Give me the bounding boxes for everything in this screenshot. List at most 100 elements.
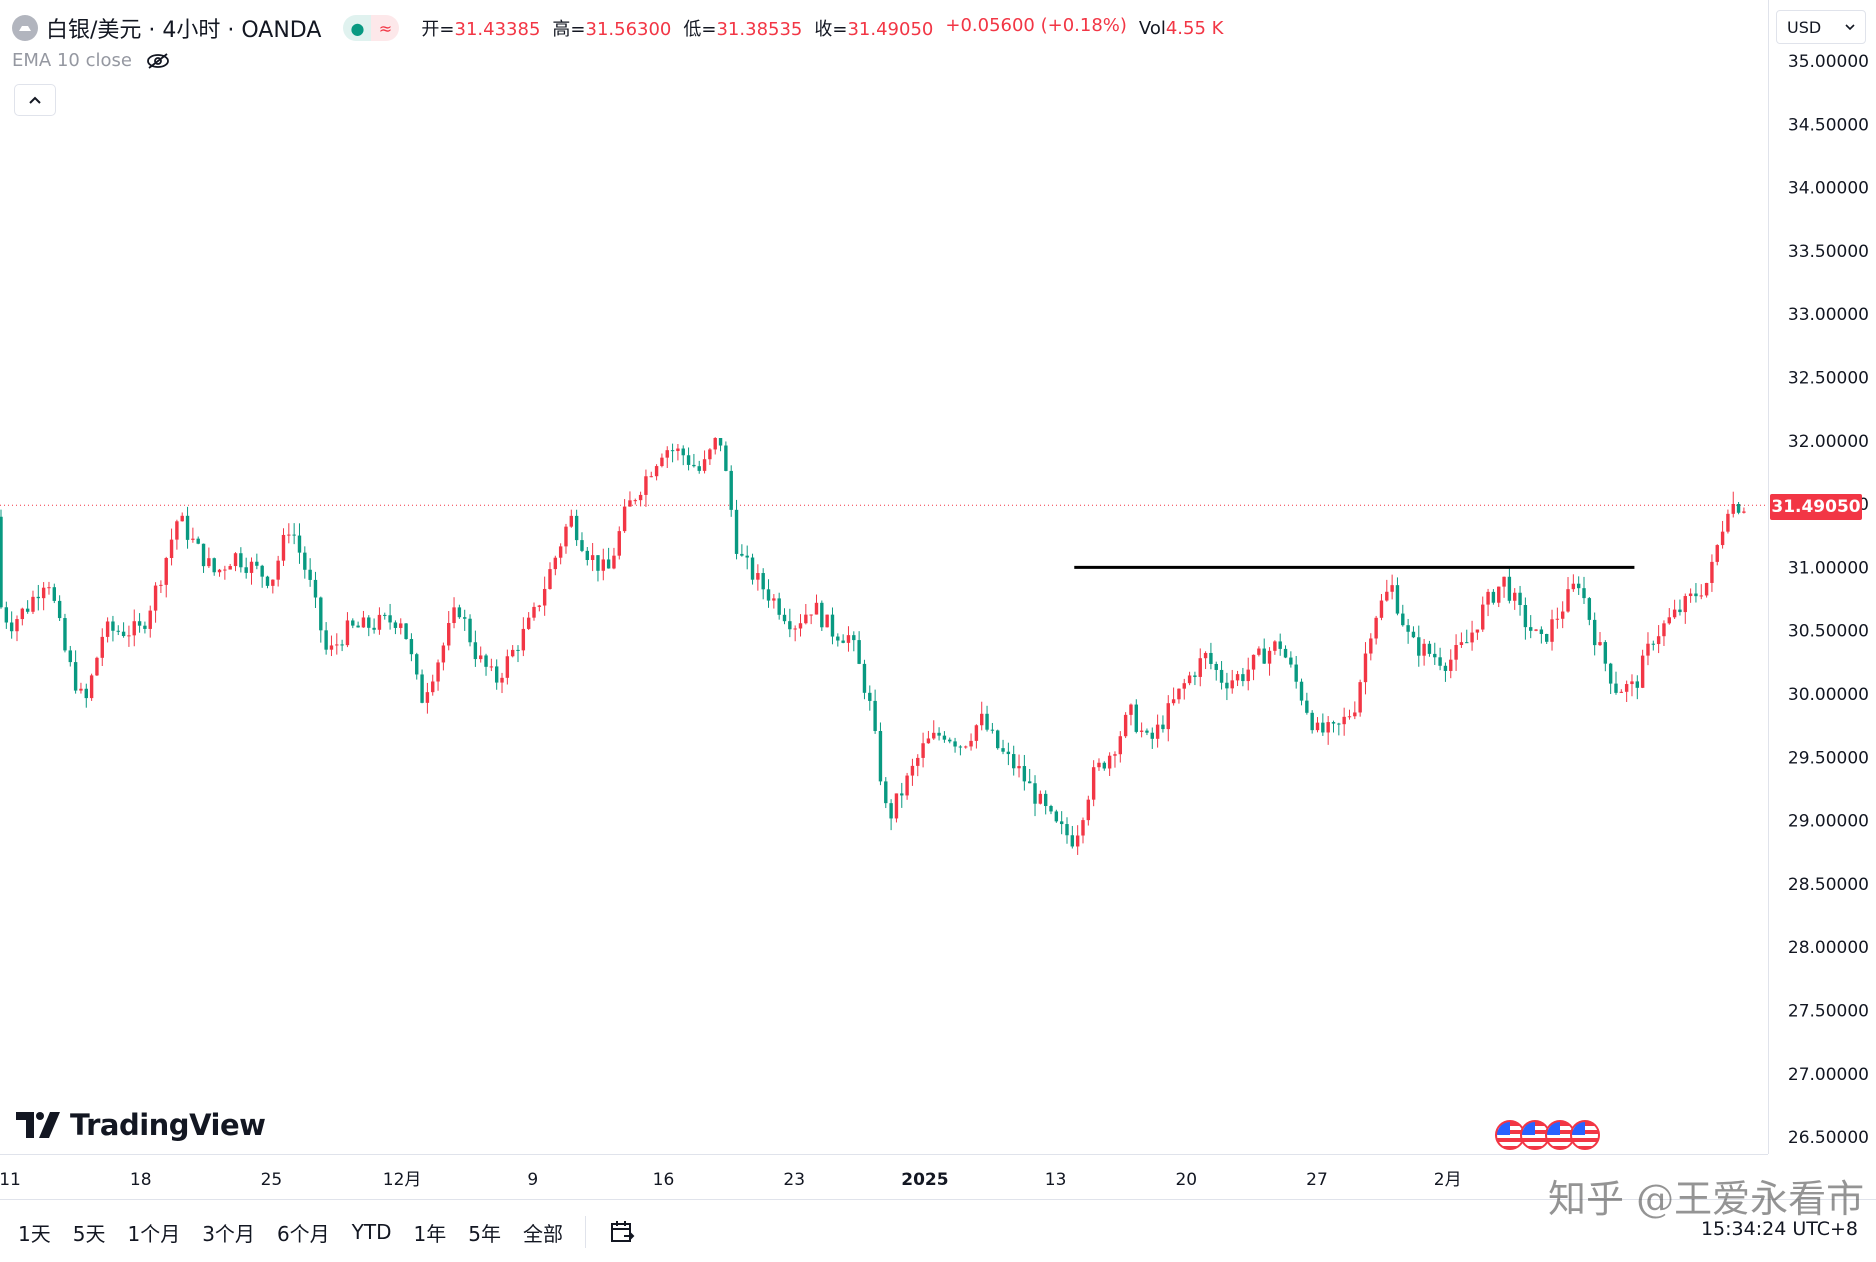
us-flag-icon[interactable] xyxy=(1570,1120,1600,1150)
price-tick-label: 33.50000 xyxy=(1788,242,1869,262)
candle-body xyxy=(1102,762,1107,769)
price-axis[interactable]: 35.00000 34.50000 34.00000 33.50000 33.00000… xyxy=(1768,0,1876,1154)
market-status-pill[interactable]: ● ≈ xyxy=(343,15,400,41)
candle xyxy=(0,509,3,609)
tradingview-logo[interactable]: TradingView xyxy=(16,1108,266,1142)
timeframe-button[interactable]: 3个月 xyxy=(202,1221,255,1246)
candle xyxy=(447,611,451,651)
candle-body xyxy=(473,642,478,660)
candle xyxy=(1385,579,1389,602)
hidden-eye-icon[interactable] xyxy=(146,52,170,70)
candle-body xyxy=(1289,657,1293,665)
currency-selector[interactable]: USD xyxy=(1776,10,1866,44)
candle-body xyxy=(1161,724,1165,730)
candle-body xyxy=(708,449,712,460)
candle xyxy=(105,617,110,643)
candle xyxy=(217,568,222,577)
timeframe-button[interactable]: 1个月 xyxy=(127,1221,181,1246)
candle xyxy=(89,673,94,701)
candle xyxy=(1331,720,1336,733)
candle-body xyxy=(873,700,877,732)
candle xyxy=(15,615,19,642)
candle-body xyxy=(745,555,749,558)
candle-body xyxy=(665,450,669,458)
candle xyxy=(47,581,51,595)
economic-events[interactable] xyxy=(1495,1120,1600,1150)
candle-body xyxy=(548,569,552,589)
timeframe-button[interactable]: 5年 xyxy=(468,1221,501,1246)
candle-body xyxy=(63,618,67,651)
candle xyxy=(910,758,915,786)
candle-body xyxy=(724,445,728,471)
candle-body xyxy=(388,615,392,623)
candle xyxy=(553,555,558,576)
candle-body xyxy=(1273,641,1277,651)
candle-body xyxy=(1635,681,1640,688)
candle-body xyxy=(36,596,41,599)
candle xyxy=(1012,745,1016,776)
candle-body xyxy=(212,558,216,573)
collapse-legend-button[interactable] xyxy=(14,84,56,116)
price-tick-label: 27.50000 xyxy=(1788,1002,1869,1022)
candle-body xyxy=(1342,716,1346,725)
candle xyxy=(1433,642,1437,665)
candle-body xyxy=(1171,699,1176,704)
candle xyxy=(1545,633,1549,644)
candle xyxy=(143,621,147,634)
candle-body xyxy=(1075,835,1080,847)
timeframe-button[interactable]: 6个月 xyxy=(276,1221,330,1246)
candle-body xyxy=(1438,657,1442,666)
candle-body xyxy=(1155,724,1160,739)
timeframe-button[interactable]: 全部 xyxy=(522,1221,563,1246)
candle xyxy=(1033,775,1037,817)
candle xyxy=(297,523,302,564)
silver-symbol-icon xyxy=(12,15,38,41)
price-tick-label: 26.50000 xyxy=(1788,1128,1869,1148)
candle-body xyxy=(1225,682,1229,689)
candle xyxy=(255,553,259,570)
candle-body xyxy=(1262,648,1266,664)
candle xyxy=(1417,625,1421,667)
chart-pane[interactable]: 白银/美元 · 4小时 · OANDA ● ≈ 开=31.43385 高=31.5… xyxy=(0,0,1768,1154)
candle-body xyxy=(841,640,845,643)
candle-body xyxy=(1363,653,1368,683)
candle-body xyxy=(1395,585,1400,614)
candle xyxy=(148,605,152,638)
candle xyxy=(1715,544,1719,566)
timeframe-button[interactable]: YTD xyxy=(351,1220,392,1244)
candle xyxy=(233,552,238,572)
date-range-icon[interactable] xyxy=(608,1218,636,1246)
clock[interactable]: 15:34:24 UTC+8 xyxy=(1700,1218,1858,1240)
candle xyxy=(1369,633,1373,661)
symbol-title[interactable]: 白银/美元 · 4小时 · OANDA xyxy=(46,18,322,43)
candle-body xyxy=(1385,591,1389,601)
timeframe-button[interactable]: 5天 xyxy=(72,1221,106,1246)
candle xyxy=(622,499,627,533)
timeframe-button[interactable]: 1天 xyxy=(18,1221,51,1246)
candle-body xyxy=(894,793,899,819)
candle xyxy=(1289,651,1293,668)
ema-legend[interactable]: EMA 10 close xyxy=(12,50,170,71)
candle xyxy=(1726,509,1730,534)
candle xyxy=(207,547,211,568)
candle-body xyxy=(1369,638,1373,654)
price-chart[interactable] xyxy=(0,0,1768,1154)
time-tick-label: 2月 xyxy=(1434,1170,1462,1190)
candle-body xyxy=(1619,691,1624,693)
candle xyxy=(319,596,323,643)
candle xyxy=(1406,618,1410,644)
time-axis[interactable]: 11 18 25 12月 9 16 23 2025 13 20 27 2月 xyxy=(0,1154,1768,1200)
timeframe-button[interactable]: 1年 xyxy=(413,1221,447,1246)
timeframe-bar: 1天 5天 1个月 3个月 6个月 YTD 1年 5年 全部 xyxy=(18,1216,636,1248)
candle xyxy=(1662,620,1666,646)
candle-body xyxy=(900,793,904,796)
candle-body xyxy=(1401,613,1405,626)
candle xyxy=(1161,715,1165,733)
candle xyxy=(702,450,707,474)
candles-group xyxy=(0,437,1746,855)
candle xyxy=(942,731,947,743)
candle xyxy=(441,642,446,671)
candle xyxy=(532,602,536,621)
candle-body xyxy=(1582,588,1586,599)
candle xyxy=(713,437,717,455)
